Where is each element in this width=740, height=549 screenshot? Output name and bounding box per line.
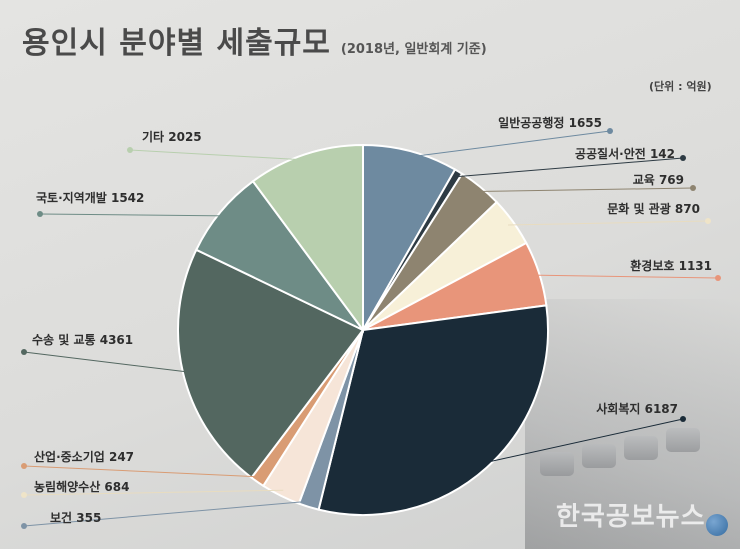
data-label: 기타 2025 (142, 129, 202, 144)
leader-dot (37, 211, 43, 217)
pie-slice (251, 143, 364, 334)
leader-line (23, 500, 311, 527)
leader-line (129, 149, 307, 161)
leader-line (533, 274, 719, 279)
page-subtitle: (2018년, 일반회계 기준) (340, 42, 487, 57)
data-label: 문화 및 관광 870 (607, 201, 700, 216)
leader-line (476, 187, 694, 193)
leader-dot (715, 275, 721, 281)
pie-slice (177, 248, 365, 480)
leader-dot (21, 523, 27, 529)
leader-dot (127, 147, 133, 153)
data-label: 공공질서·안전 142 (575, 146, 675, 161)
leader-line (23, 489, 284, 496)
leader-dot (21, 492, 27, 498)
leader-line (409, 130, 611, 158)
leader-dot (705, 218, 711, 224)
leader-dot (690, 185, 696, 191)
calculator-key (666, 428, 700, 452)
leader-line (39, 213, 226, 217)
data-label: 환경보호 1131 (630, 258, 712, 273)
data-label: 산업·중소기업 247 (34, 449, 134, 464)
pie-slice (362, 143, 457, 334)
watermark-text: 한국공보뉴스 (556, 502, 706, 532)
data-label: 국토·지역개발 1542 (36, 190, 144, 205)
leader-dot (607, 128, 613, 134)
leader-line (455, 157, 684, 178)
data-label: 교육 769 (633, 172, 684, 187)
watermark-logo-icon (706, 514, 728, 536)
leader-line (482, 418, 684, 464)
data-label: 사회복지 6187 (596, 401, 678, 416)
leader-dot (21, 463, 27, 469)
calculator-key (582, 444, 616, 468)
data-label: 일반공공행정 1655 (498, 115, 602, 130)
calculator-key (624, 436, 658, 460)
calculator-background (525, 299, 740, 549)
data-label: 농림해양수산 684 (34, 479, 129, 494)
leader-line (507, 220, 709, 226)
header: 용인시 분야별 세출규모 (2018년, 일반회계 기준) (22, 18, 487, 62)
pie-slice (317, 304, 549, 516)
leader-dot (680, 416, 686, 422)
calculator-key (540, 452, 574, 476)
leader-line (23, 465, 261, 478)
data-label: 보건 355 (50, 510, 101, 525)
unit-label: (단위 : 억원) (649, 80, 712, 93)
leader-dot (680, 155, 686, 161)
page-title: 용인시 분야별 세출규모 (22, 26, 331, 61)
leader-line (23, 351, 190, 373)
data-label: 수송 및 교통 4361 (32, 332, 133, 347)
leader-dot (21, 349, 27, 355)
